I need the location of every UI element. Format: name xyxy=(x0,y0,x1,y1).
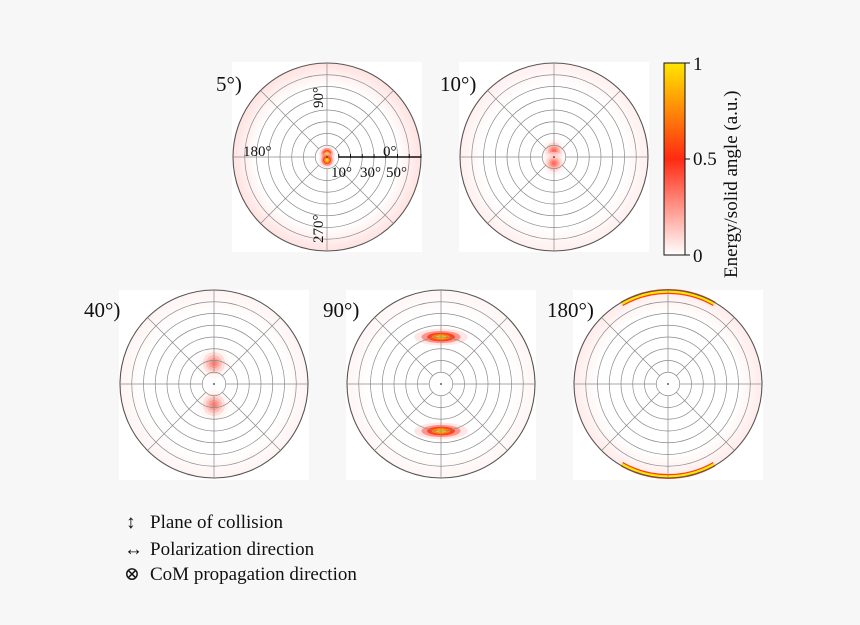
legend-text-plane: Plane of collision xyxy=(150,512,283,533)
panel-label: 90°) xyxy=(323,298,359,322)
colorbar-tick-label-1: 1 xyxy=(693,54,703,75)
polar-spoke-135 xyxy=(260,90,319,149)
polar-spoke-225 xyxy=(374,392,433,451)
panel-label: 40°) xyxy=(84,298,120,322)
legend: ↕ Plane of collision ↔ Polarization dire… xyxy=(124,512,357,585)
polar-spoke-45 xyxy=(676,317,735,376)
colorbar-tick-label-0.5: 0.5 xyxy=(693,149,717,170)
legend-text-polarization: Polarization direction xyxy=(150,539,315,560)
heat-spot-1-layer-4 xyxy=(551,161,557,166)
axis-label-270: 270° xyxy=(311,215,327,244)
center-dot xyxy=(667,383,669,385)
polar-spoke-45 xyxy=(449,317,508,376)
radial-tick-label-30: 30° xyxy=(360,165,381,181)
colorbar-title: Energy/solid angle (a.u.) xyxy=(721,91,742,279)
polar-spoke-315 xyxy=(222,392,281,451)
polar-spoke-135 xyxy=(374,317,433,376)
polar-spoke-225 xyxy=(487,165,546,224)
polar-panel-180deg: 180°) xyxy=(547,289,763,480)
polar-spoke-135 xyxy=(487,90,546,149)
legend-symbol-plane: ↕ xyxy=(126,512,136,533)
axis-label-90: 90° xyxy=(311,87,327,108)
polar-spoke-225 xyxy=(601,392,660,451)
polar-panel-90deg: 90°) xyxy=(323,289,536,480)
legend-symbol-polarization: ↔ xyxy=(124,539,143,560)
colorbar: 1 0.5 0 Energy/solid angle (a.u.) xyxy=(663,54,742,279)
legend-text-propagation: CoM propagation direction xyxy=(150,564,357,585)
polar-spoke-225 xyxy=(147,392,206,451)
polar-spoke-135 xyxy=(601,317,660,376)
axis-label-0: 0° xyxy=(383,144,397,160)
polar-spoke-315 xyxy=(562,165,621,224)
polar-panel-40deg: 40°) xyxy=(84,289,309,480)
legend-symbol-propagation: ⊗ xyxy=(124,564,140,585)
radial-tick-label-50: 50° xyxy=(386,165,407,181)
radial-tick-label-10: 10° xyxy=(331,165,352,181)
center-dot xyxy=(213,383,215,385)
polar-spoke-315 xyxy=(676,392,735,451)
polar-spoke-225 xyxy=(260,165,319,224)
center-dot xyxy=(326,156,328,158)
colorbar-tick-label-0: 0 xyxy=(693,246,703,267)
center-dot xyxy=(440,383,442,385)
axis-label-180: 180° xyxy=(243,144,272,160)
panel-label: 5°) xyxy=(216,72,242,96)
polar-spoke-315 xyxy=(449,392,508,451)
polar-spoke-135 xyxy=(147,317,206,376)
heat-spot-1-layer-4 xyxy=(325,158,329,162)
colorbar-gradient xyxy=(663,62,686,256)
polar-panel-10deg: 10°) xyxy=(440,62,649,252)
heat-spot-0-layer-4 xyxy=(551,148,557,153)
panel-label: 180°) xyxy=(547,298,594,322)
polar-panel-5deg: 5°) 90° 180° 0° 270° 10° 30° 50° xyxy=(216,62,422,252)
polar-spoke-45 xyxy=(335,90,394,149)
polar-spoke-45 xyxy=(562,90,621,149)
polar-spoke-315 xyxy=(335,165,394,224)
center-dot xyxy=(553,156,555,158)
panel-label: 10°) xyxy=(440,72,476,96)
polar-spoke-45 xyxy=(222,317,281,376)
